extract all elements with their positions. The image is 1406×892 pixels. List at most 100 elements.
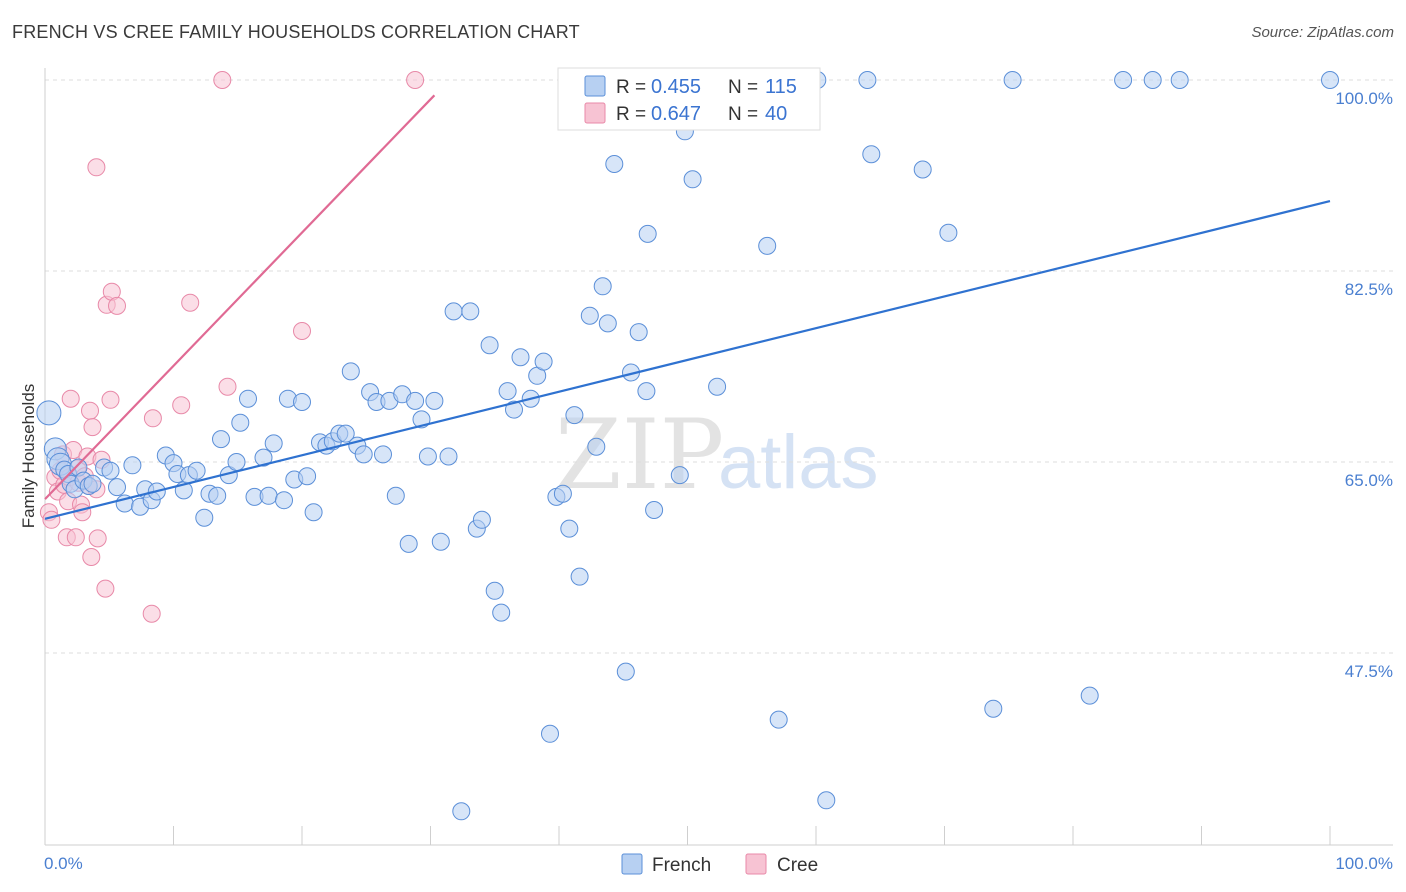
legend-r-label-french: R = bbox=[616, 77, 646, 98]
watermark-zip: ZIP bbox=[555, 399, 724, 511]
french-point-114 bbox=[1114, 71, 1133, 89]
french-point-74 bbox=[498, 382, 517, 401]
french-point-80 bbox=[541, 724, 559, 743]
cree-point-16 bbox=[73, 503, 92, 522]
french-point-64 bbox=[431, 532, 450, 551]
french-point-65 bbox=[439, 447, 458, 466]
french-point-71 bbox=[480, 336, 499, 355]
french-point-87 bbox=[587, 437, 606, 456]
french-point-73 bbox=[492, 603, 511, 622]
french-point-55 bbox=[374, 445, 392, 464]
cree-point-24 bbox=[88, 529, 107, 548]
french-point-117 bbox=[1321, 71, 1339, 89]
french-point-13 bbox=[101, 461, 120, 480]
french-point-39 bbox=[275, 491, 293, 510]
cree-point-26 bbox=[96, 579, 115, 598]
legend-n-label-cree: N = bbox=[728, 104, 758, 125]
cree-point-21 bbox=[82, 548, 101, 566]
french-point-37 bbox=[259, 486, 278, 505]
legend-n-value-cree: 40 bbox=[765, 103, 787, 125]
cree-point-34 bbox=[172, 396, 191, 415]
french-point-79 bbox=[534, 352, 553, 371]
french-point-94 bbox=[637, 382, 656, 401]
french-point-29 bbox=[208, 486, 227, 505]
french-point-14 bbox=[108, 478, 126, 497]
x-tick-label-max: 100.0% bbox=[1335, 854, 1393, 873]
french-point-16 bbox=[123, 456, 142, 475]
cree-point-35 bbox=[181, 293, 200, 312]
french-point-75 bbox=[505, 400, 523, 419]
legend-n-value-french: 115 bbox=[765, 76, 797, 98]
axes bbox=[44, 68, 1393, 846]
french-point-112 bbox=[1003, 71, 1022, 89]
french-point-42 bbox=[293, 393, 311, 411]
french-point-110 bbox=[939, 223, 958, 242]
french-point-72 bbox=[485, 581, 504, 600]
french-point-27 bbox=[195, 508, 214, 527]
french-point-60 bbox=[406, 391, 425, 410]
french-point-76 bbox=[511, 348, 530, 367]
french-point-59 bbox=[399, 534, 418, 553]
french-point-26 bbox=[187, 461, 206, 480]
y-tick-labels: 47.5% 65.0% 82.5% 100.0% bbox=[1335, 89, 1393, 681]
legend-swatch-french bbox=[584, 75, 606, 97]
french-point-82 bbox=[553, 484, 572, 503]
bottom-legend-swatch-cree bbox=[745, 853, 767, 875]
french-point-101 bbox=[708, 377, 727, 396]
french-point-104 bbox=[769, 710, 788, 729]
french-point-44 bbox=[304, 503, 323, 522]
cree-point-33 bbox=[143, 409, 162, 428]
french-point-36 bbox=[254, 448, 273, 467]
french-point-57 bbox=[386, 486, 405, 505]
cree-points bbox=[39, 71, 425, 623]
french-point-63 bbox=[425, 391, 444, 410]
cree-point-20 bbox=[81, 401, 99, 420]
y-axis-label: Family Households bbox=[19, 384, 38, 529]
y-tick-label-1: 65.0% bbox=[1345, 471, 1393, 490]
french-point-11 bbox=[83, 474, 102, 493]
legend-r-label-cree: R = bbox=[616, 104, 646, 125]
bottom-legend-label-french: French bbox=[652, 855, 711, 876]
french-point-38 bbox=[264, 434, 283, 453]
y-tick-label-3: 100.0% bbox=[1335, 89, 1393, 108]
cree-point-38 bbox=[293, 322, 311, 340]
french-point-109 bbox=[913, 160, 932, 179]
french-point-99 bbox=[683, 170, 702, 189]
legend-n-label-french: N = bbox=[728, 77, 758, 98]
french-trend-line bbox=[44, 200, 1331, 520]
legend-r-value-french: 0.455 bbox=[651, 76, 701, 98]
french-point-108 bbox=[862, 145, 881, 164]
french-point-97 bbox=[670, 466, 689, 485]
french-point-90 bbox=[605, 155, 624, 173]
french-point-85 bbox=[570, 567, 589, 586]
french-point-83 bbox=[560, 519, 579, 538]
correlation-legend: R = 0.455 N = 115 R = 0.647 N = 40 bbox=[557, 67, 821, 131]
french-point-84 bbox=[565, 406, 584, 425]
french-point-68 bbox=[461, 302, 480, 321]
french-point-0 bbox=[36, 400, 62, 426]
cree-point-32 bbox=[142, 604, 161, 623]
french-point-30 bbox=[212, 430, 230, 449]
cree-point-39 bbox=[406, 71, 425, 89]
cree-point-28 bbox=[101, 390, 120, 409]
french-point-43 bbox=[298, 467, 317, 486]
french-point-95 bbox=[638, 224, 657, 243]
series-legend: French Cree bbox=[621, 853, 818, 876]
french-point-88 bbox=[593, 277, 612, 296]
bottom-legend-label-cree: Cree bbox=[777, 855, 818, 876]
cree-point-10 bbox=[61, 389, 80, 408]
gridlines bbox=[45, 79, 1393, 654]
y-tick-label-2: 82.5% bbox=[1345, 280, 1393, 299]
french-point-49 bbox=[336, 424, 355, 443]
y-tick-label-0: 47.5% bbox=[1345, 662, 1393, 681]
cree-point-36 bbox=[213, 71, 232, 89]
french-point-34 bbox=[239, 389, 257, 408]
french-point-107 bbox=[858, 71, 877, 89]
french-point-89 bbox=[598, 314, 617, 333]
french-point-66 bbox=[444, 302, 463, 321]
french-point-33 bbox=[231, 413, 250, 432]
french-point-70 bbox=[472, 510, 491, 529]
cree-point-12 bbox=[66, 528, 85, 547]
bottom-legend-swatch-french bbox=[621, 853, 643, 875]
french-point-50 bbox=[341, 362, 360, 381]
